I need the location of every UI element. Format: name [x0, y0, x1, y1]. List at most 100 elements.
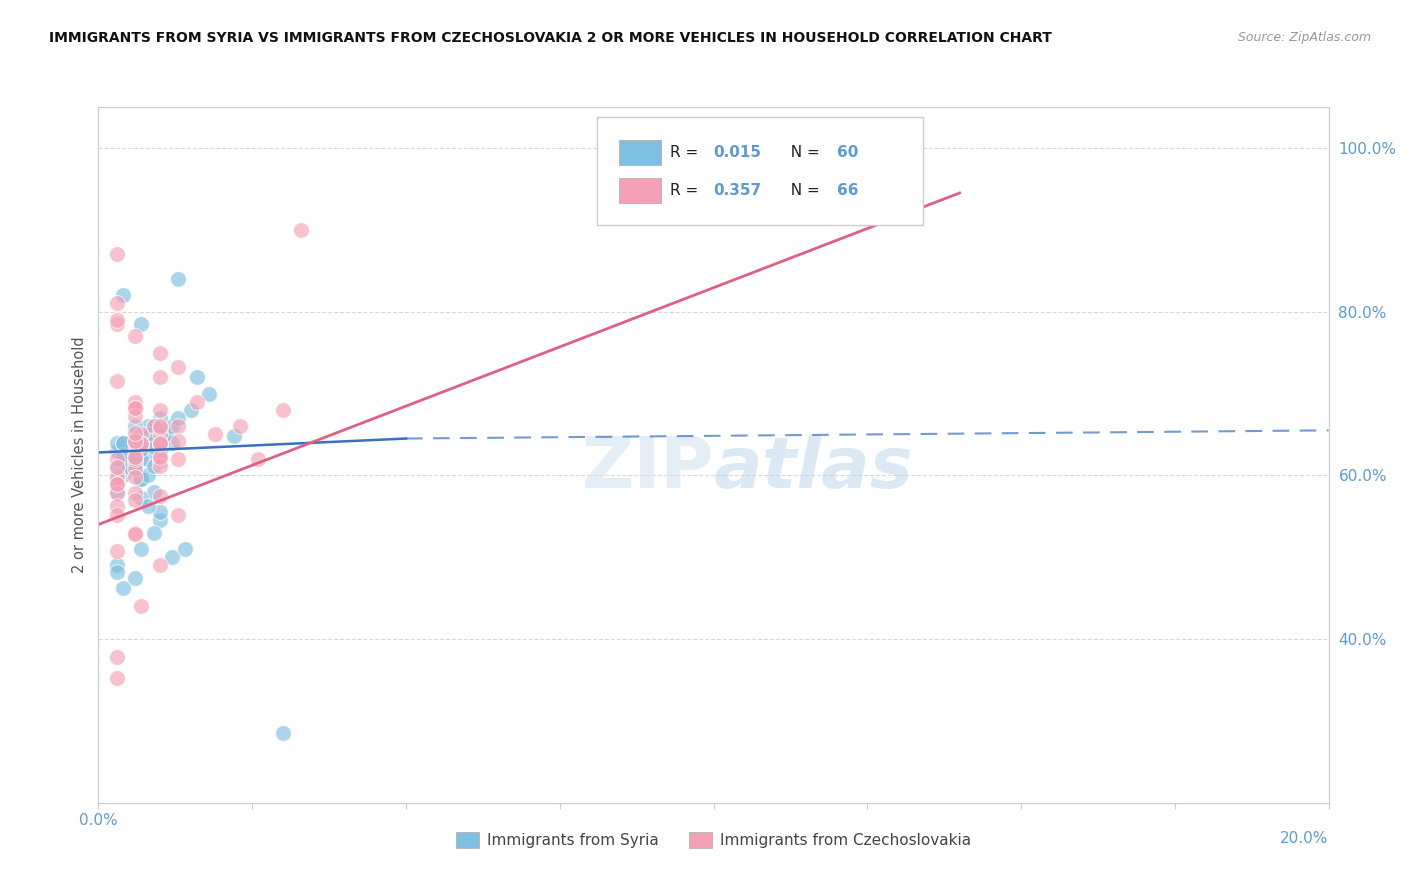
- Point: [198, 386, 221, 401]
- Text: 0.357: 0.357: [714, 183, 762, 198]
- Point: [204, 427, 226, 442]
- Point: [167, 434, 190, 448]
- Point: [149, 345, 172, 359]
- Point: [105, 476, 128, 491]
- FancyBboxPatch shape: [619, 178, 661, 203]
- Point: [124, 401, 146, 416]
- Point: [290, 223, 312, 237]
- Point: [180, 403, 202, 417]
- Point: [105, 435, 128, 450]
- Text: Source: ZipAtlas.com: Source: ZipAtlas.com: [1237, 31, 1371, 45]
- FancyBboxPatch shape: [619, 140, 661, 165]
- Point: [124, 456, 146, 470]
- Point: [149, 421, 172, 435]
- Point: [136, 500, 159, 514]
- Point: [136, 419, 159, 434]
- Point: [167, 360, 190, 375]
- Point: [131, 452, 153, 467]
- Point: [124, 470, 146, 484]
- Point: [131, 427, 153, 442]
- Point: [247, 452, 270, 467]
- Point: [112, 435, 135, 450]
- Point: [887, 174, 910, 188]
- Point: [112, 448, 135, 462]
- Point: [271, 726, 294, 740]
- Point: [124, 460, 146, 475]
- Point: [105, 565, 128, 579]
- Point: [149, 489, 172, 503]
- Point: [149, 370, 172, 384]
- Point: [149, 419, 172, 434]
- Point: [149, 505, 172, 519]
- Point: [173, 542, 195, 557]
- Point: [124, 434, 146, 448]
- Point: [186, 394, 208, 409]
- Point: [124, 409, 146, 424]
- Point: [142, 435, 165, 450]
- Point: [142, 484, 165, 499]
- Point: [162, 419, 183, 434]
- Point: [149, 452, 172, 467]
- Text: R =: R =: [671, 183, 703, 198]
- Text: R =: R =: [671, 145, 703, 160]
- Point: [142, 419, 165, 434]
- Point: [142, 440, 165, 454]
- Legend: Immigrants from Syria, Immigrants from Czechoslovakia: Immigrants from Syria, Immigrants from C…: [450, 826, 977, 855]
- Point: [131, 473, 153, 487]
- Point: [124, 462, 146, 476]
- Point: [149, 437, 172, 451]
- Point: [105, 473, 128, 487]
- Point: [124, 492, 146, 507]
- Point: [105, 460, 128, 475]
- Point: [112, 456, 135, 470]
- Point: [271, 403, 294, 417]
- Point: [142, 458, 165, 473]
- Point: [105, 558, 128, 573]
- Point: [105, 650, 128, 665]
- Point: [105, 500, 128, 514]
- Point: [105, 470, 128, 484]
- Point: [124, 571, 146, 585]
- Point: [105, 452, 128, 467]
- Text: 66: 66: [837, 183, 858, 198]
- Point: [124, 419, 146, 434]
- Point: [124, 401, 146, 416]
- FancyBboxPatch shape: [596, 118, 922, 226]
- Point: [149, 558, 172, 573]
- Point: [149, 458, 172, 473]
- Point: [149, 443, 172, 458]
- Text: ZIP: ZIP: [581, 434, 714, 503]
- Point: [124, 435, 146, 450]
- Text: 0.015: 0.015: [714, 145, 762, 160]
- Point: [118, 443, 141, 458]
- Point: [112, 582, 135, 596]
- Point: [105, 296, 128, 310]
- Point: [136, 452, 159, 467]
- Point: [112, 468, 135, 483]
- Point: [149, 427, 172, 442]
- Point: [105, 476, 128, 491]
- Point: [149, 437, 172, 451]
- Point: [222, 429, 245, 443]
- Point: [131, 435, 153, 450]
- Text: N =: N =: [782, 145, 825, 160]
- Point: [162, 435, 183, 450]
- Text: IMMIGRANTS FROM SYRIA VS IMMIGRANTS FROM CZECHOSLOVAKIA 2 OR MORE VEHICLES IN HO: IMMIGRANTS FROM SYRIA VS IMMIGRANTS FROM…: [49, 31, 1052, 45]
- Point: [112, 435, 135, 450]
- Point: [105, 484, 128, 499]
- Point: [131, 491, 153, 506]
- Point: [142, 419, 165, 434]
- Point: [105, 460, 128, 475]
- Point: [105, 374, 128, 388]
- Point: [124, 527, 146, 541]
- Point: [124, 452, 146, 467]
- Point: [118, 460, 141, 475]
- Text: 20.0%: 20.0%: [1281, 830, 1329, 846]
- Point: [131, 317, 153, 331]
- Point: [124, 394, 146, 409]
- Point: [136, 468, 159, 483]
- Point: [131, 435, 153, 450]
- Point: [105, 543, 128, 558]
- Point: [124, 456, 146, 470]
- Point: [124, 448, 146, 462]
